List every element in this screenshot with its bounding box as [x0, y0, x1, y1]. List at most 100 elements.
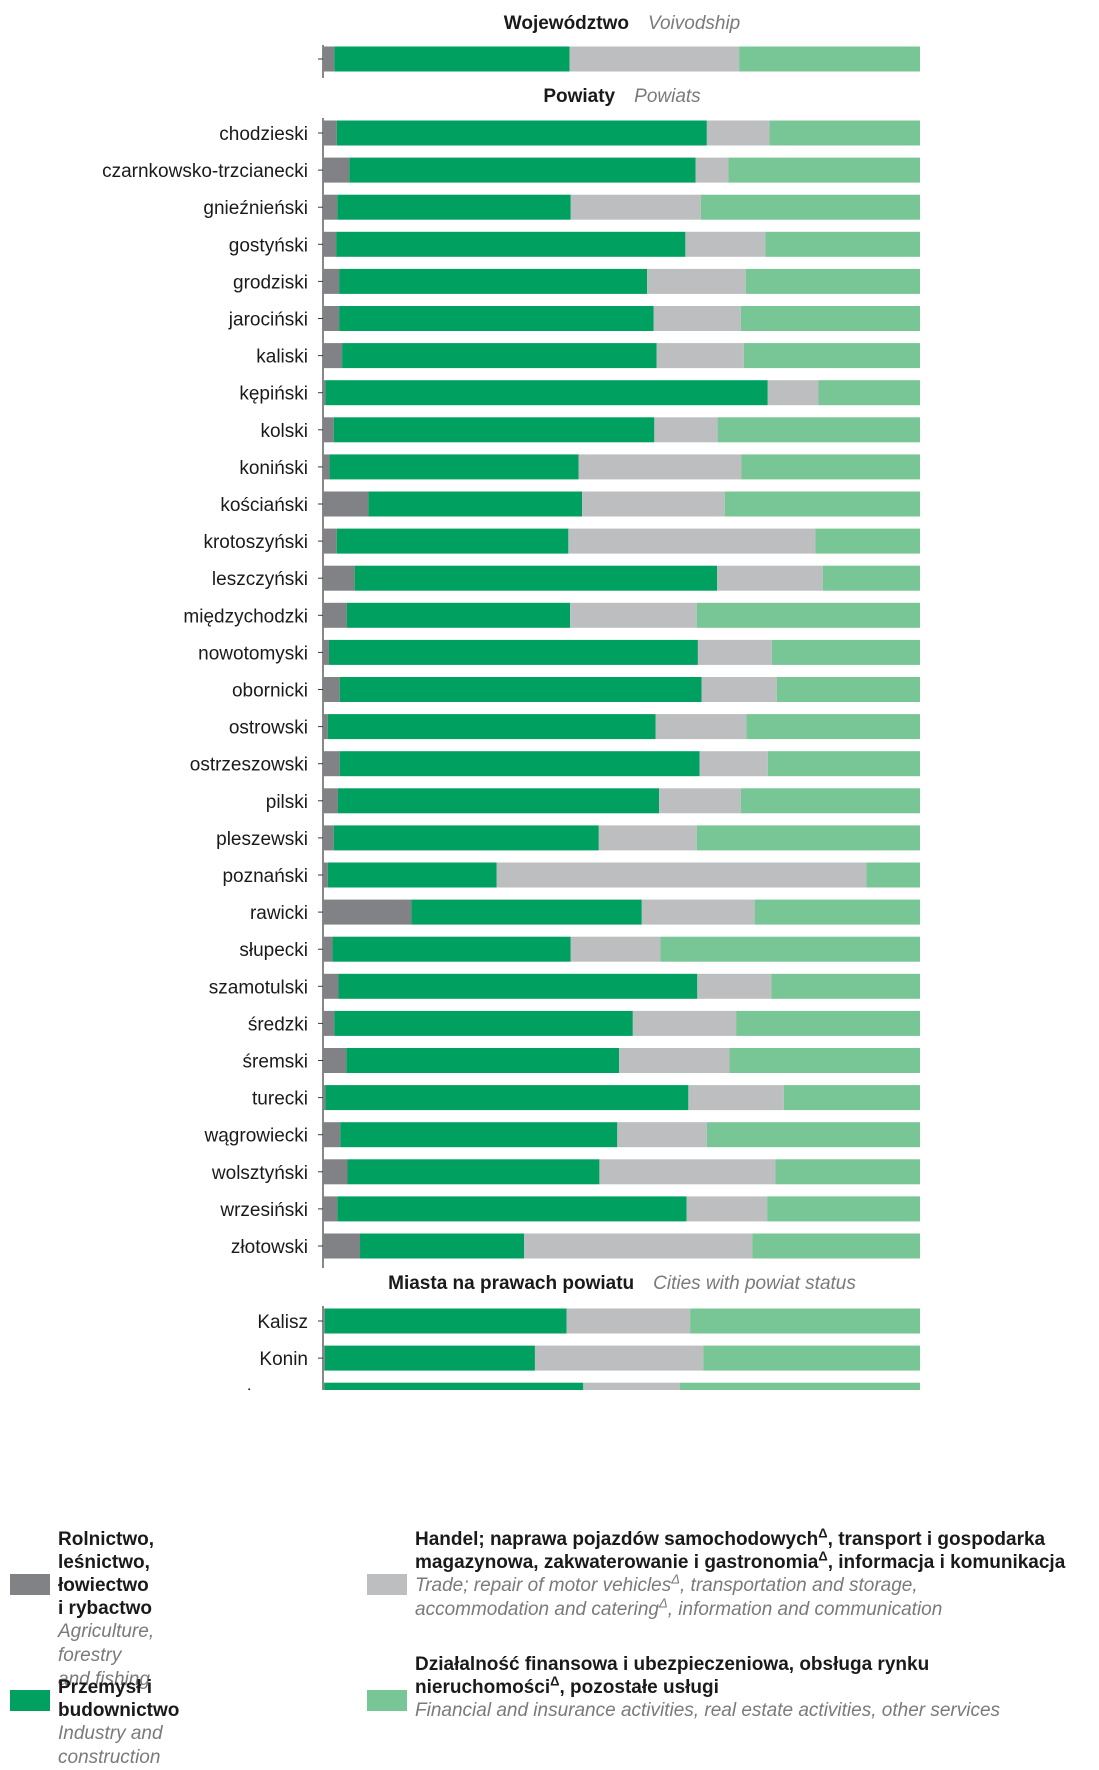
bar-segment	[703, 1345, 920, 1371]
bar-segment	[346, 1048, 620, 1073]
bar-segment	[323, 1159, 348, 1185]
bar-segment	[706, 1122, 920, 1148]
bar-segment	[340, 1122, 618, 1148]
bar-label: kolski	[260, 421, 308, 442]
bar-segment	[769, 120, 920, 146]
bar-segment	[323, 454, 330, 480]
bar-segment	[583, 1382, 681, 1390]
bar-segment	[354, 565, 718, 591]
bar-segment	[776, 677, 920, 702]
bar-segment	[739, 46, 920, 72]
bar-label: pleszewski	[216, 829, 308, 850]
bar-segment	[641, 899, 755, 925]
stacked-bar-chart: Województwo Voivodship Powiaty Powiats cho…	[102, 13, 920, 1390]
section-title-0: Województwo Voivodship	[504, 13, 741, 34]
legend-trade-pl-line2: magazynowa, zakwaterowanie i gastronomia…	[415, 1548, 1066, 1573]
bar-segment	[568, 528, 816, 554]
bar-segment	[767, 380, 819, 406]
bar-segment	[337, 194, 571, 220]
bar-segment	[323, 751, 340, 777]
bar-segment	[323, 1308, 325, 1334]
bar-segment	[360, 1233, 525, 1259]
bar-segment	[347, 1159, 600, 1185]
bar-label: kępiński	[239, 384, 308, 405]
bar-segment	[323, 1382, 325, 1390]
bar-segment	[569, 46, 740, 72]
bar-label: wrzesiński	[219, 1200, 308, 1221]
section-title-2: Miasta na prawach powiatu Cities with po…	[388, 1273, 856, 1294]
bar-segment	[818, 380, 920, 406]
bar-segment	[686, 1196, 768, 1222]
bar-segment	[336, 528, 569, 554]
bar-segment	[728, 157, 920, 183]
bar-segment	[697, 973, 772, 999]
bar-label: śremski	[243, 1052, 308, 1073]
bar-segment	[323, 194, 338, 220]
bar-segment	[706, 120, 770, 146]
bar-segment	[323, 491, 369, 517]
bar-segment	[653, 306, 741, 331]
legend-item-finance: Działalność finansowa i ubezpieczeniowa,…	[415, 1653, 1000, 1723]
bar-segment	[323, 788, 338, 814]
bar-segment	[324, 1382, 584, 1390]
bar-segment	[729, 1048, 920, 1073]
legend-industry-en: Industry and construction	[58, 1723, 163, 1768]
bar-segment	[765, 231, 920, 257]
bar-segment	[324, 1308, 567, 1334]
bar-segment	[699, 751, 768, 777]
bar-segment	[771, 973, 920, 999]
bar-segment	[566, 1308, 691, 1334]
bar-segment	[323, 231, 337, 257]
bar-label: ostrzeszowski	[190, 755, 308, 776]
bar-segment	[745, 268, 920, 294]
bar-segment	[323, 157, 350, 183]
bar-segment	[534, 1345, 704, 1371]
bar-segment	[599, 1159, 776, 1185]
bar-segment	[337, 1196, 687, 1222]
bar-segment	[582, 491, 725, 517]
bar-segment	[368, 491, 583, 517]
legend-trade-pl-line1: Handel; naprawa pojazdów samochodowychΔ,…	[415, 1525, 1046, 1550]
legend-agri-en-line2: and fishing	[58, 1669, 150, 1690]
bar-segment	[724, 491, 920, 517]
legend-item-trade: Handel; naprawa pojazdów samochodowychΔ,…	[415, 1525, 1066, 1622]
bar-segment	[690, 1308, 920, 1334]
bar-segment	[619, 1048, 730, 1073]
bar-segment	[632, 1010, 737, 1036]
bar-segment	[752, 1233, 920, 1259]
bar-segment	[323, 528, 337, 554]
bar-segment	[570, 936, 661, 962]
bar-segment	[323, 343, 343, 369]
bar-segment	[323, 1048, 347, 1073]
bar-segment	[617, 1122, 707, 1148]
bar-segment	[342, 343, 657, 369]
bar-label: rawicki	[250, 903, 308, 924]
bar-segment	[743, 343, 920, 369]
legend-finance-pl-line2: nieruchomościΔ, pozostałe usługi	[415, 1673, 719, 1698]
bar-segment	[333, 825, 599, 851]
bar-label: Leszno	[247, 1386, 308, 1390]
bar-segment	[866, 862, 920, 888]
bar-label: czarnkowsko-trzcianecki	[102, 161, 308, 182]
bar-segment	[767, 751, 920, 777]
bar-segment	[736, 1010, 920, 1036]
bar-segment	[496, 862, 867, 888]
bar-segment	[696, 825, 920, 851]
bar-label: średzki	[248, 1014, 308, 1035]
bar-segment	[524, 1233, 753, 1259]
legend-swatch-trade	[367, 1574, 407, 1595]
bar-segment	[334, 46, 570, 72]
bar-label: kościański	[220, 495, 308, 516]
bar-segment	[783, 1085, 920, 1111]
bar-segment	[336, 120, 707, 146]
bar-label: Konin	[259, 1349, 308, 1370]
legend-agri-pl-line2: łowiectwo i rybactwo	[58, 1575, 152, 1619]
bar-segment	[696, 602, 920, 628]
legend-agri-pl-line1: Rolnictwo, leśnictwo,	[58, 1529, 155, 1573]
legend-item-agriculture: Rolnictwo, leśnictwo, łowiectwo i rybact…	[58, 1528, 154, 1692]
bar-segment	[323, 1196, 338, 1222]
bar-segment	[771, 639, 920, 665]
bar-segment	[339, 306, 654, 331]
legend-swatch-industry	[10, 1690, 50, 1711]
bar-segment	[654, 417, 718, 443]
